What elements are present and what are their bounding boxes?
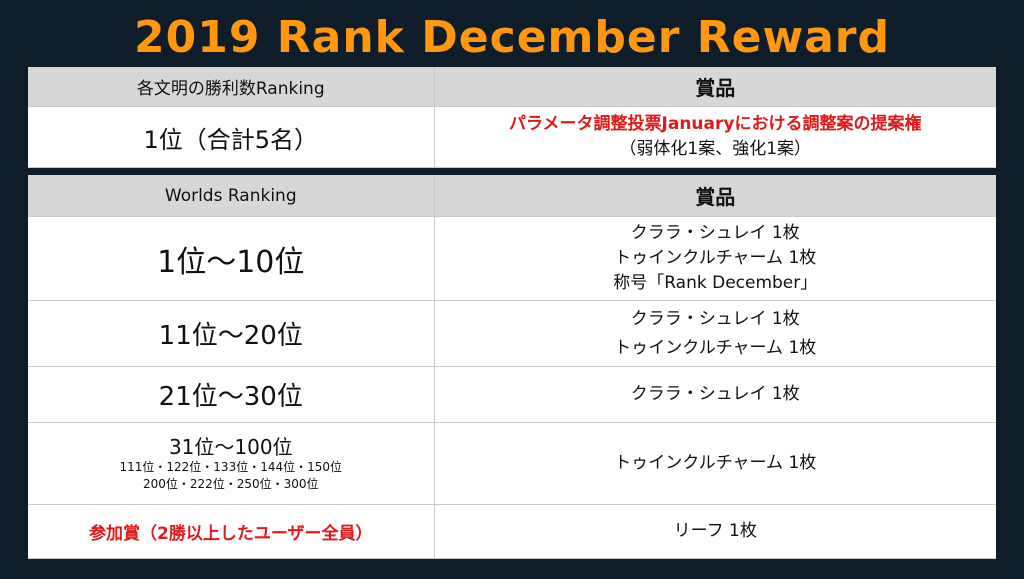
participation-award-cell: 参加賞（2勝以上したユーザー全員） — [28, 504, 435, 559]
table-row: 1位（合計5名） パラメータ調整投票Januaryにおける調整案の提案権 （弱体… — [28, 106, 996, 168]
rank-extra-text: 200位・222位・250位・300位 — [142, 476, 319, 491]
rank-cell: 1位（合計5名） — [28, 106, 435, 168]
reward-cell: トゥインクルチャーム 1枚 — [434, 422, 996, 505]
rank-cell: 11位～20位 — [28, 300, 435, 367]
table-row: 31位～100位 111位・122位・133位・144位・150位 200位・2… — [28, 422, 996, 505]
reward-cell: クララ・シュレイ 1枚 トゥインクルチャーム 1枚 称号「Rank Decemb… — [434, 216, 996, 301]
column-header-reward: 賞品 — [434, 67, 996, 107]
reward-item: トゥインクルチャーム 1枚 — [614, 453, 817, 473]
worlds-ranking-table: Worlds Ranking 賞品 1位～10位 クララ・シュレイ 1枚 トゥイ… — [28, 175, 996, 559]
column-header-ranking: 各文明の勝利数Ranking — [28, 67, 435, 107]
reward-item: トゥインクルチャーム 1枚 — [614, 337, 817, 358]
table-header-row: Worlds Ranking 賞品 — [28, 175, 996, 217]
rank-cell: 31位～100位 111位・122位・133位・144位・150位 200位・2… — [28, 422, 435, 505]
page-title: 2019 Rank December Reward — [133, 12, 890, 63]
reward-highlight-text: パラメータ調整投票Januaryにおける調整案の提案権 — [509, 114, 922, 134]
column-header-ranking: Worlds Ranking — [28, 175, 435, 217]
reward-item: クララ・シュレイ 1枚 — [630, 308, 800, 329]
table-row: 1位～10位 クララ・シュレイ 1枚 トゥインクルチャーム 1枚 称号「Rank… — [28, 216, 996, 301]
reward-cell: パラメータ調整投票Januaryにおける調整案の提案権 （弱体化1案、強化1案） — [434, 106, 996, 168]
reward-cell: クララ・シュレイ 1枚 — [434, 366, 996, 423]
rank-main-text: 31位～100位 — [168, 434, 293, 459]
rank-cell: 21位～30位 — [28, 366, 435, 423]
reward-item: リーフ 1枚 — [673, 521, 757, 541]
rank-cell: 1位～10位 — [28, 216, 435, 301]
rank-extra-text: 111位・122位・133位・144位・150位 — [119, 459, 343, 474]
reward-cell: リーフ 1枚 — [434, 504, 996, 559]
reward-item: クララ・シュレイ 1枚 — [630, 223, 800, 243]
table-header-row: 各文明の勝利数Ranking 賞品 — [28, 67, 996, 107]
reward-note-text: （弱体化1案、強化1案） — [619, 139, 812, 159]
column-header-reward: 賞品 — [434, 175, 996, 217]
table-row: 11位～20位 クララ・シュレイ 1枚 トゥインクルチャーム 1枚 — [28, 300, 996, 367]
table-row: 参加賞（2勝以上したユーザー全員） リーフ 1枚 — [28, 504, 996, 559]
civilization-ranking-table: 各文明の勝利数Ranking 賞品 1位（合計5名） パラメータ調整投票Janu… — [28, 67, 996, 168]
reward-item: トゥインクルチャーム 1枚 — [614, 248, 817, 268]
reward-item: クララ・シュレイ 1枚 — [630, 384, 800, 404]
reward-cell: クララ・シュレイ 1枚 トゥインクルチャーム 1枚 — [434, 300, 996, 367]
table-row: 21位～30位 クララ・シュレイ 1枚 — [28, 366, 996, 423]
reward-item: 称号「Rank December」 — [613, 273, 818, 293]
